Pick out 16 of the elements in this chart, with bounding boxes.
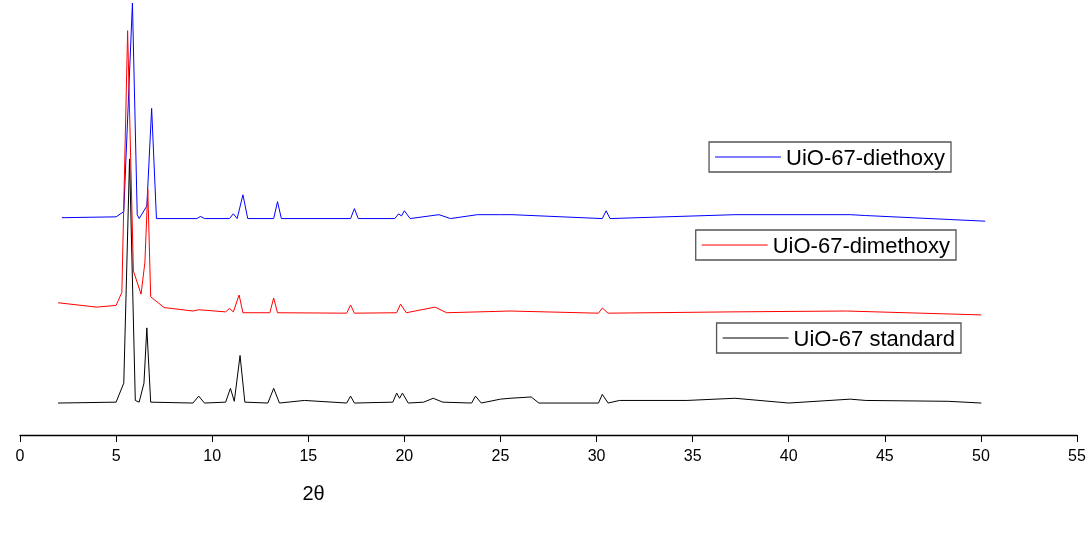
legend-label: UiO-67-dimethoxy [772, 232, 950, 258]
legend-label: UiO-67 standard [793, 325, 956, 351]
x-tick-label: 55 [1068, 446, 1086, 464]
x-tick-label: 0 [15, 446, 25, 464]
x-tick-label: 35 [683, 446, 702, 464]
x-tick-label: 15 [299, 446, 318, 464]
x-axis-title: 2θ [302, 482, 325, 504]
x-tick-label: 10 [203, 446, 222, 464]
x-tick-label: 40 [779, 446, 798, 464]
x-tick-label: 20 [395, 446, 414, 464]
x-tick-label: 45 [875, 446, 894, 464]
x-tick-label: 30 [587, 446, 606, 464]
x-tick-label: 50 [972, 446, 990, 464]
x-tick-label: 25 [491, 446, 510, 464]
x-tick-label: 5 [111, 446, 121, 464]
legend-label: UiO-67-diethoxy [786, 144, 945, 170]
